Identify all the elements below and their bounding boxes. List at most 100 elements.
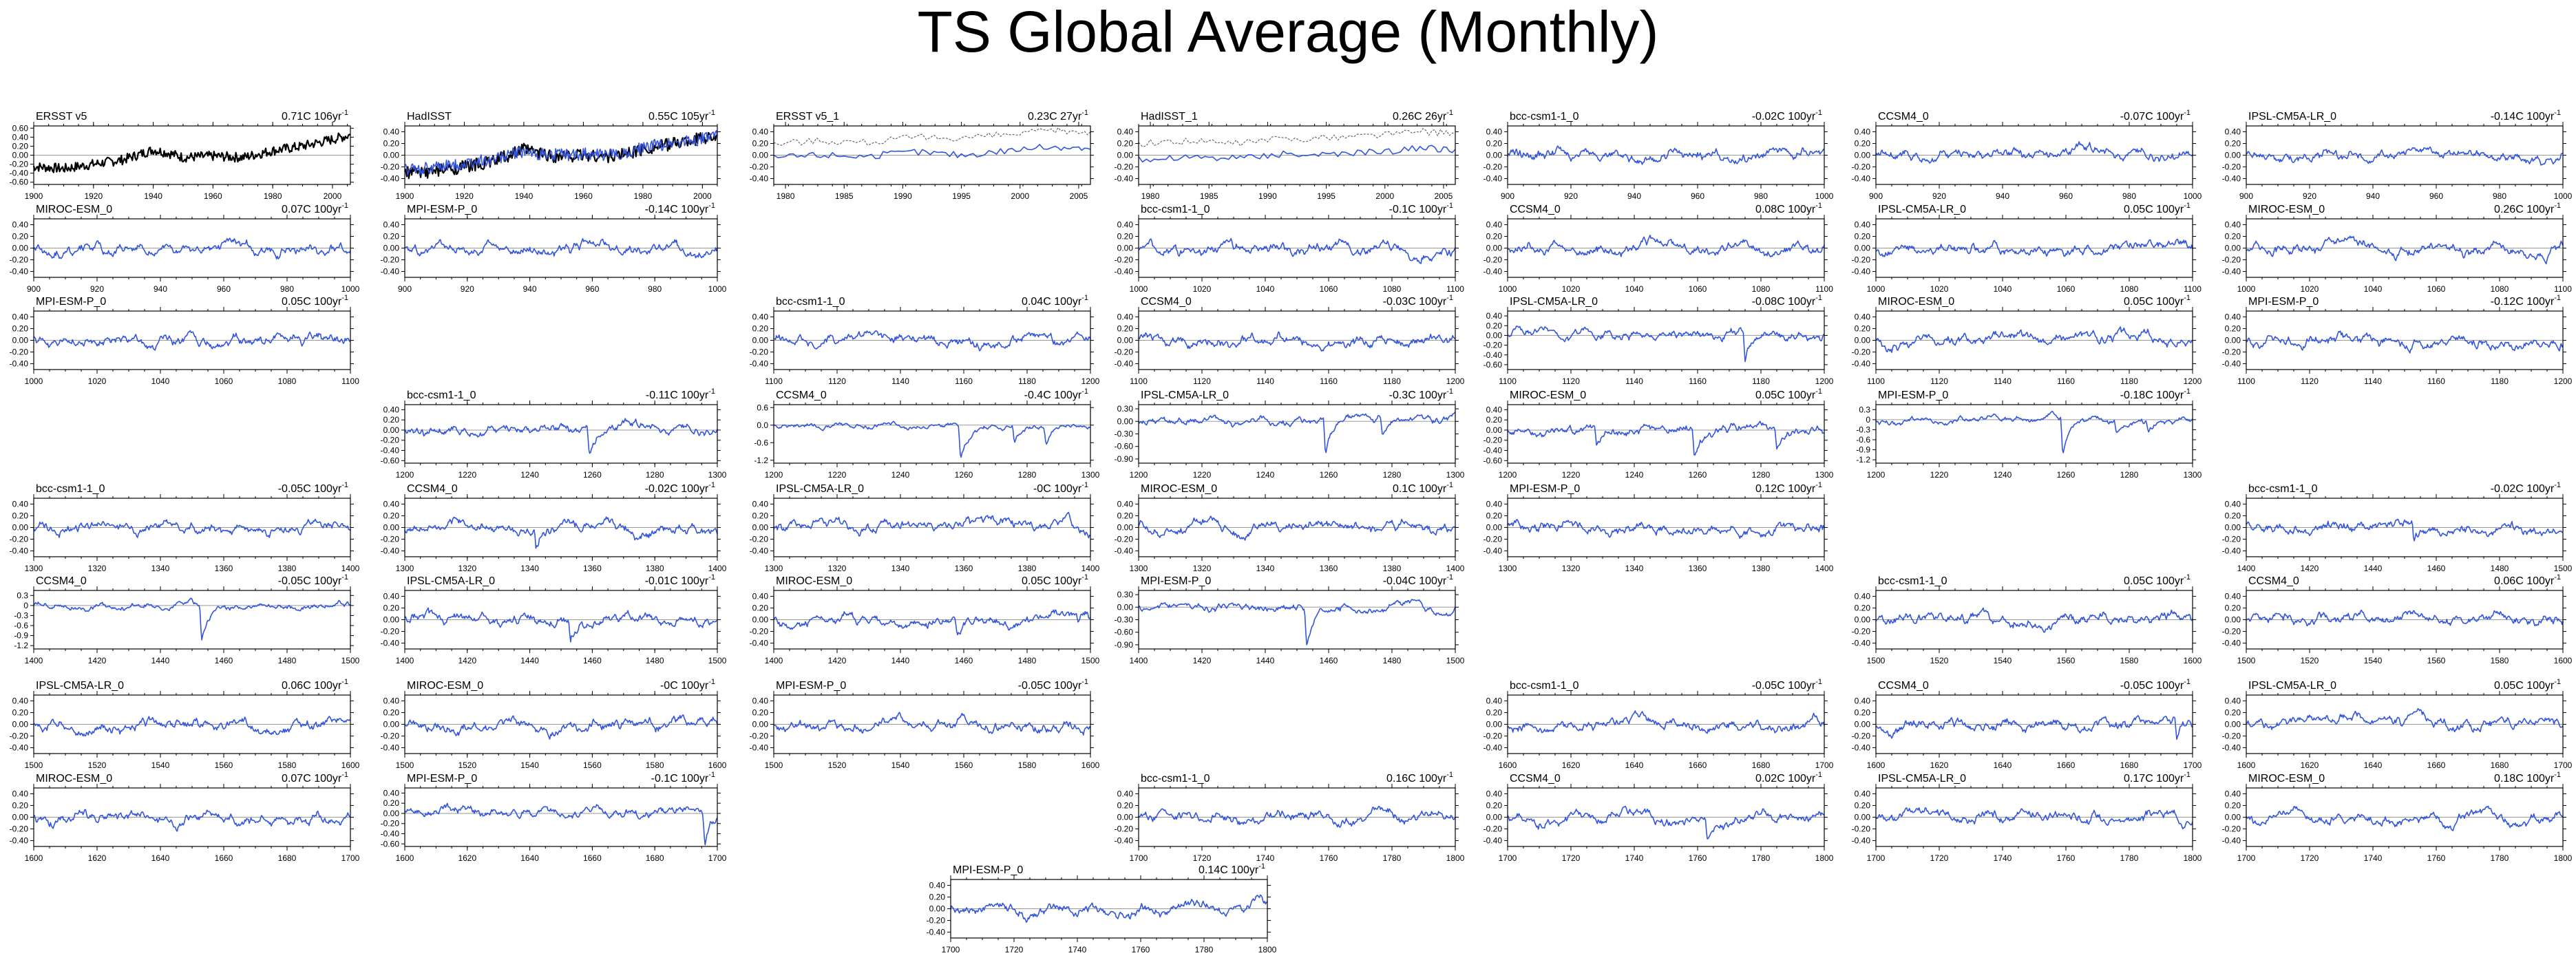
y-tick-label: -0.30: [1115, 429, 1134, 439]
y-tick-label: 0.40: [1855, 220, 1871, 230]
y-tick-label: 0.00: [929, 904, 946, 914]
x-tick-label: 1800: [1815, 853, 1834, 863]
panel-12: MIROC-ESM_0 0.26C 100yr-1 0.40 0.20 0.00 -0.2…: [2222, 202, 2573, 294]
panel-41: IPSL-CM5A-LR_0 0.05C 100yr-1 0.40 0.20 0.00 -…: [2222, 678, 2573, 770]
x-tick-label: 1500: [341, 656, 360, 665]
model-series-line: [1138, 599, 1456, 646]
model-series-line: [1507, 805, 1824, 840]
y-tick-label: 0.00: [2225, 813, 2241, 822]
trend-value: 0.07C 100yr: [282, 204, 342, 215]
x-tick-label: 1100: [765, 376, 783, 386]
y-tick-label: 0.20: [12, 324, 29, 334]
x-tick-label: 1760: [2057, 853, 2076, 863]
y-tick-label: -0.40: [2222, 546, 2241, 556]
panel-trend: -0.4C 100yr-1: [1024, 387, 1088, 401]
panel-trend: -0.02C 100yr-1: [1752, 109, 1822, 122]
x-tick-label: 1200: [2554, 376, 2573, 386]
x-tick-label: 1520: [2301, 656, 2319, 665]
trend-exponent: -1: [708, 573, 715, 582]
x-tick-label: 920: [1564, 191, 1578, 201]
panel-trend: 0.26C 26yr-1: [1393, 109, 1453, 122]
model-series-line: [1138, 145, 1456, 163]
panel-label: MIROC-ESM_0: [2248, 773, 2325, 785]
y-tick-label: 0.40: [1486, 789, 1503, 799]
panel-label: MIROC-ESM_0: [36, 204, 112, 215]
trend-value: -0.03C 100yr: [1383, 296, 1447, 308]
panel-frame: [2246, 125, 2564, 185]
x-tick-label: 980: [280, 284, 294, 294]
y-tick-label: -0.20: [381, 732, 400, 741]
x-tick-label: 1960: [574, 191, 593, 201]
x-tick-label: 980: [2122, 191, 2136, 201]
trend-value: 0.05C 100yr: [2124, 296, 2184, 308]
y-tick-label: 0.20: [1486, 708, 1503, 718]
trend-exponent: -1: [2554, 678, 2561, 686]
y-tick-label: 0.20: [383, 708, 400, 718]
y-tick-label: 0.0: [757, 420, 768, 430]
model-series-line: [2246, 146, 2564, 166]
panel-trend: -0.3C 100yr-1: [1389, 387, 1453, 401]
model-series-line: [1507, 420, 1825, 456]
x-tick-label: 1580: [278, 760, 297, 770]
y-tick-label: 0.20: [383, 604, 400, 613]
panel-label: IPSL-CM5A-LR_0: [1141, 390, 1229, 401]
x-tick-label: 920: [1932, 191, 1946, 201]
panel-frame: [33, 218, 351, 278]
y-tick-label: -0.20: [750, 162, 769, 172]
panel-trend: 0.08C 100yr-1: [1755, 202, 1822, 215]
panel-trend: -0.05C 100yr-1: [2120, 678, 2190, 692]
x-tick-label: 900: [27, 284, 41, 294]
obs-series-line: [1138, 128, 1456, 147]
panel-17: MIROC-ESM_0 0.05C 100yr-1 0.40 0.20 0.00 -0.2…: [1852, 294, 2202, 386]
model-series-line: [773, 609, 1091, 636]
trend-value: 0.1C 100yr: [1393, 483, 1447, 495]
panel-8: MPI-ESM-P_0 -0.14C 100yr-1 0.40 0.20 0.00 -0.…: [381, 202, 727, 294]
x-tick-label: 980: [648, 284, 662, 294]
trend-exponent: -1: [2554, 109, 2561, 117]
y-tick-label: 0: [23, 601, 28, 610]
x-tick-label: 980: [1754, 191, 1768, 201]
x-tick-label: 1380: [1752, 564, 1771, 573]
x-tick-label: 1660: [2057, 760, 2076, 770]
trend-exponent: -1: [708, 387, 715, 396]
x-tick-label: 1600: [2554, 656, 2573, 665]
y-tick-label: 0.40: [2225, 789, 2241, 799]
panel-frame: [1138, 498, 1456, 557]
trend-exponent: -1: [341, 294, 348, 302]
x-tick-label: 1200: [1130, 470, 1148, 480]
x-tick-label: 1995: [1317, 191, 1335, 201]
x-tick-label: 2000: [693, 191, 712, 201]
x-tick-label: 2005: [1070, 191, 1088, 201]
panel-48: MPI-ESM-P_0 0.14C 100yr-1 0.40 0.20 0.00 -0.2…: [927, 862, 1277, 954]
panel-trend: 0.05C 100yr-1: [2124, 202, 2190, 215]
panel-frame: [1138, 787, 1456, 847]
y-tick-label: 0.40: [2225, 696, 2241, 706]
x-tick-label: 1760: [1132, 945, 1150, 954]
x-tick-label: 1660: [2427, 760, 2446, 770]
x-tick-label: 1500: [765, 760, 783, 770]
panel-trend: -0.03C 100yr-1: [1383, 294, 1453, 308]
x-tick-label: 1400: [2237, 564, 2256, 573]
panel-label: IPSL-CM5A-LR_0: [36, 680, 124, 692]
y-tick-label: 0.00: [752, 523, 769, 533]
panel-label: bcc-csm1-1_0: [1141, 204, 1210, 215]
panel-trend: 0.07C 100yr-1: [282, 202, 348, 215]
panel-label: MIROC-ESM_0: [1510, 390, 1586, 401]
x-tick-label: 1520: [1930, 656, 1949, 665]
x-tick-label: 1760: [1320, 853, 1338, 863]
model-series-line: [33, 716, 351, 737]
panel-trend: 0.12C 100yr-1: [1755, 481, 1822, 495]
y-tick-label: -0.40: [1484, 174, 1503, 184]
panel-trend: 0.26C 100yr-1: [2494, 202, 2561, 215]
x-tick-label: 1100: [1130, 376, 1148, 386]
panel-trend: 0.06C 100yr-1: [282, 678, 348, 692]
model-series-line: [1875, 326, 2193, 353]
y-tick-label: 0.20: [1117, 801, 1134, 811]
y-tick-label: 0.00: [1117, 813, 1134, 822]
panel-trend: 0.14C 100yr-1: [1199, 862, 1265, 876]
x-tick-label: 1060: [2057, 284, 2076, 294]
x-tick-label: 1740: [1625, 853, 1644, 863]
x-tick-label: 1320: [1562, 564, 1581, 573]
trend-value: -0.12C 100yr: [2491, 296, 2555, 308]
